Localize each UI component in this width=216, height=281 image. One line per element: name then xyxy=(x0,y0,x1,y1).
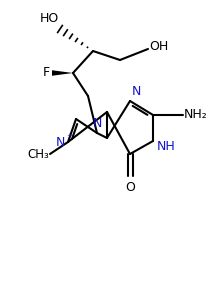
Text: N: N xyxy=(132,85,141,98)
Polygon shape xyxy=(52,70,73,76)
Text: CH₃: CH₃ xyxy=(27,148,49,162)
Text: OH: OH xyxy=(149,40,168,53)
Text: ⁺: ⁺ xyxy=(66,133,72,143)
Text: N: N xyxy=(92,117,102,130)
Text: O: O xyxy=(125,181,135,194)
Text: N: N xyxy=(56,135,65,148)
Text: HO: HO xyxy=(40,12,59,25)
Text: F: F xyxy=(43,67,50,80)
Text: NH: NH xyxy=(157,139,176,153)
Text: NH₂: NH₂ xyxy=(184,108,208,121)
